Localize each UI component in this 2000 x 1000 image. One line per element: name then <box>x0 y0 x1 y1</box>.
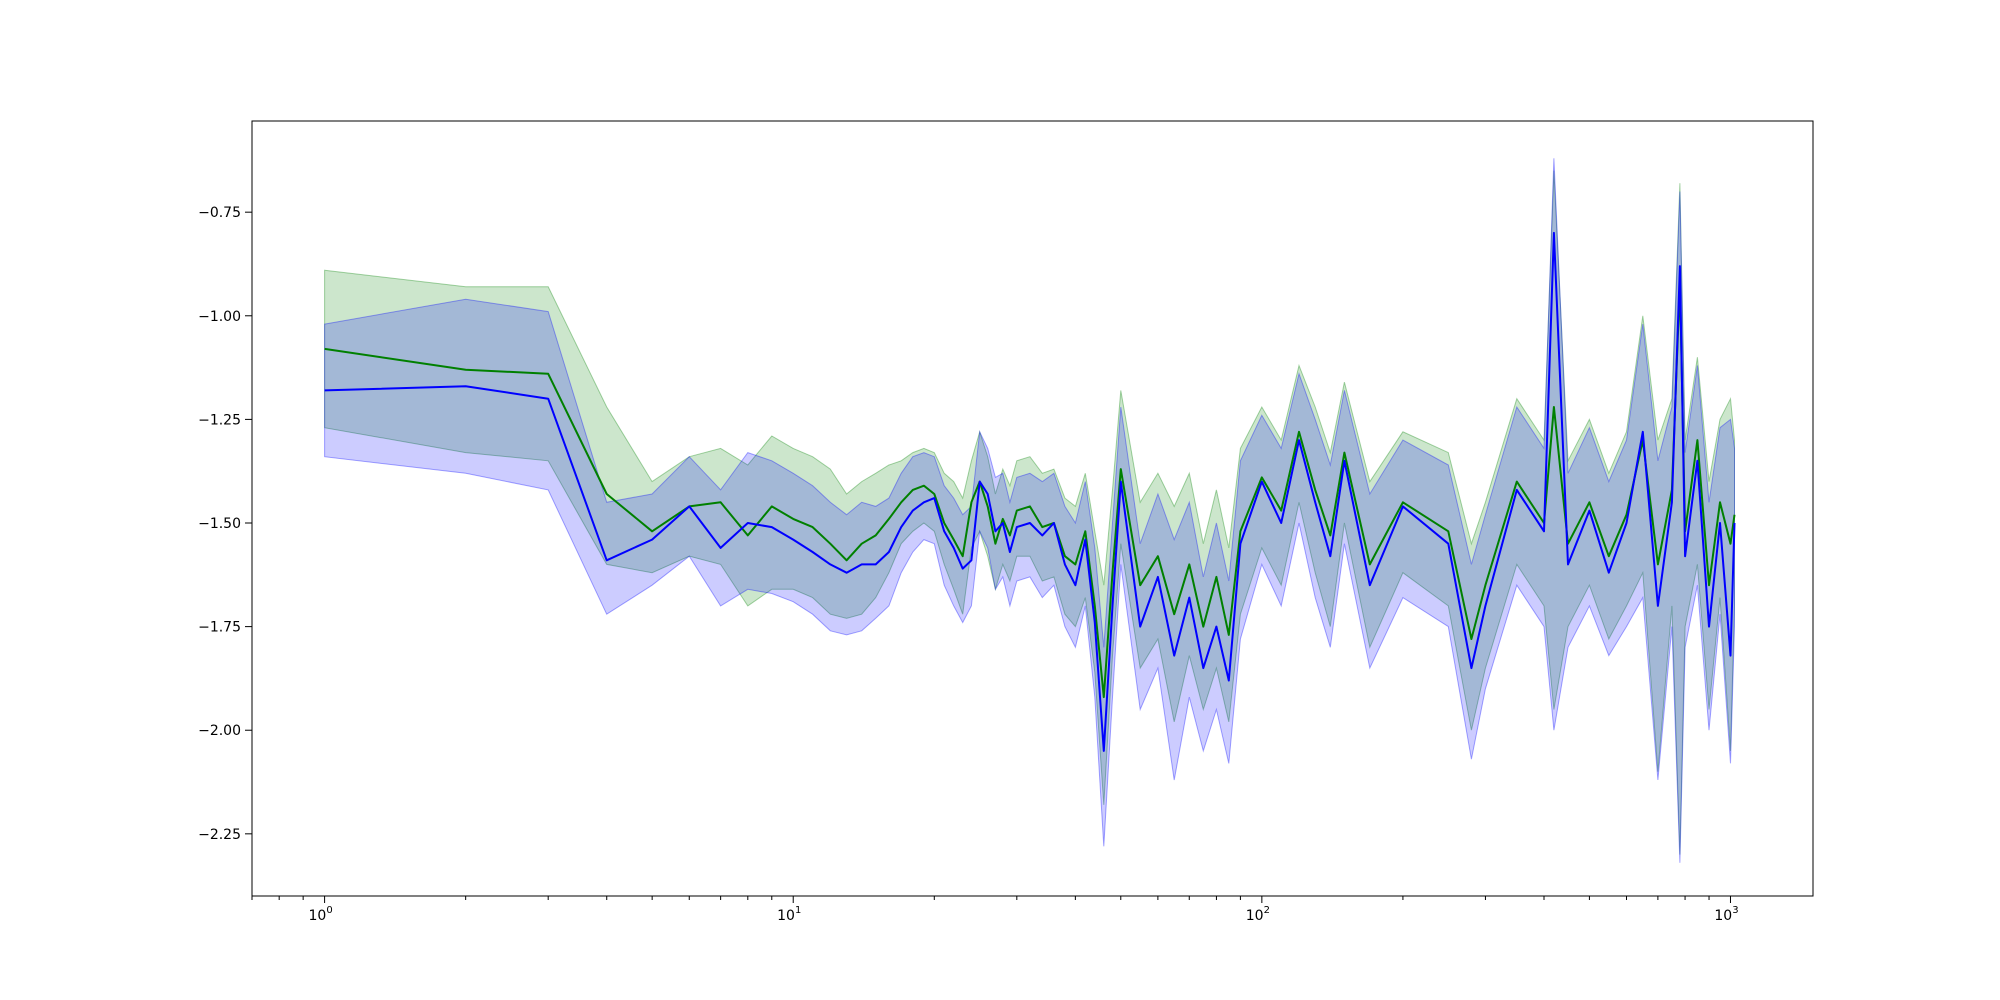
line-series-1 <box>324 281 1736 699</box>
x-tick-exponent: 0 <box>326 905 332 916</box>
y-tick-label: −0.75 <box>198 205 241 221</box>
band-series-1 <box>324 170 1735 855</box>
band-series-2 <box>324 158 1735 863</box>
y-axis: −0.75 −1.00 −1.25 −1.50 −1.75 −2.00 −2.25 <box>198 205 252 843</box>
x-tick-exponent: 3 <box>1732 905 1738 916</box>
y-tick-label: −1.50 <box>198 516 241 532</box>
plot-frame <box>251 120 1814 897</box>
x-tick-exponent: 2 <box>1264 905 1270 916</box>
y-tick-label: −2.25 <box>198 827 241 843</box>
line-series-2 <box>324 231 1736 752</box>
confidence-bands <box>324 158 1735 863</box>
y-tick-label: −1.00 <box>198 309 241 325</box>
y-tick-label: −1.75 <box>198 620 241 636</box>
series-lines <box>324 231 1736 752</box>
y-tick-label: −1.25 <box>198 412 241 428</box>
y-tick-label: −2.00 <box>198 723 241 739</box>
x-tick-exponent: 1 <box>795 905 801 916</box>
